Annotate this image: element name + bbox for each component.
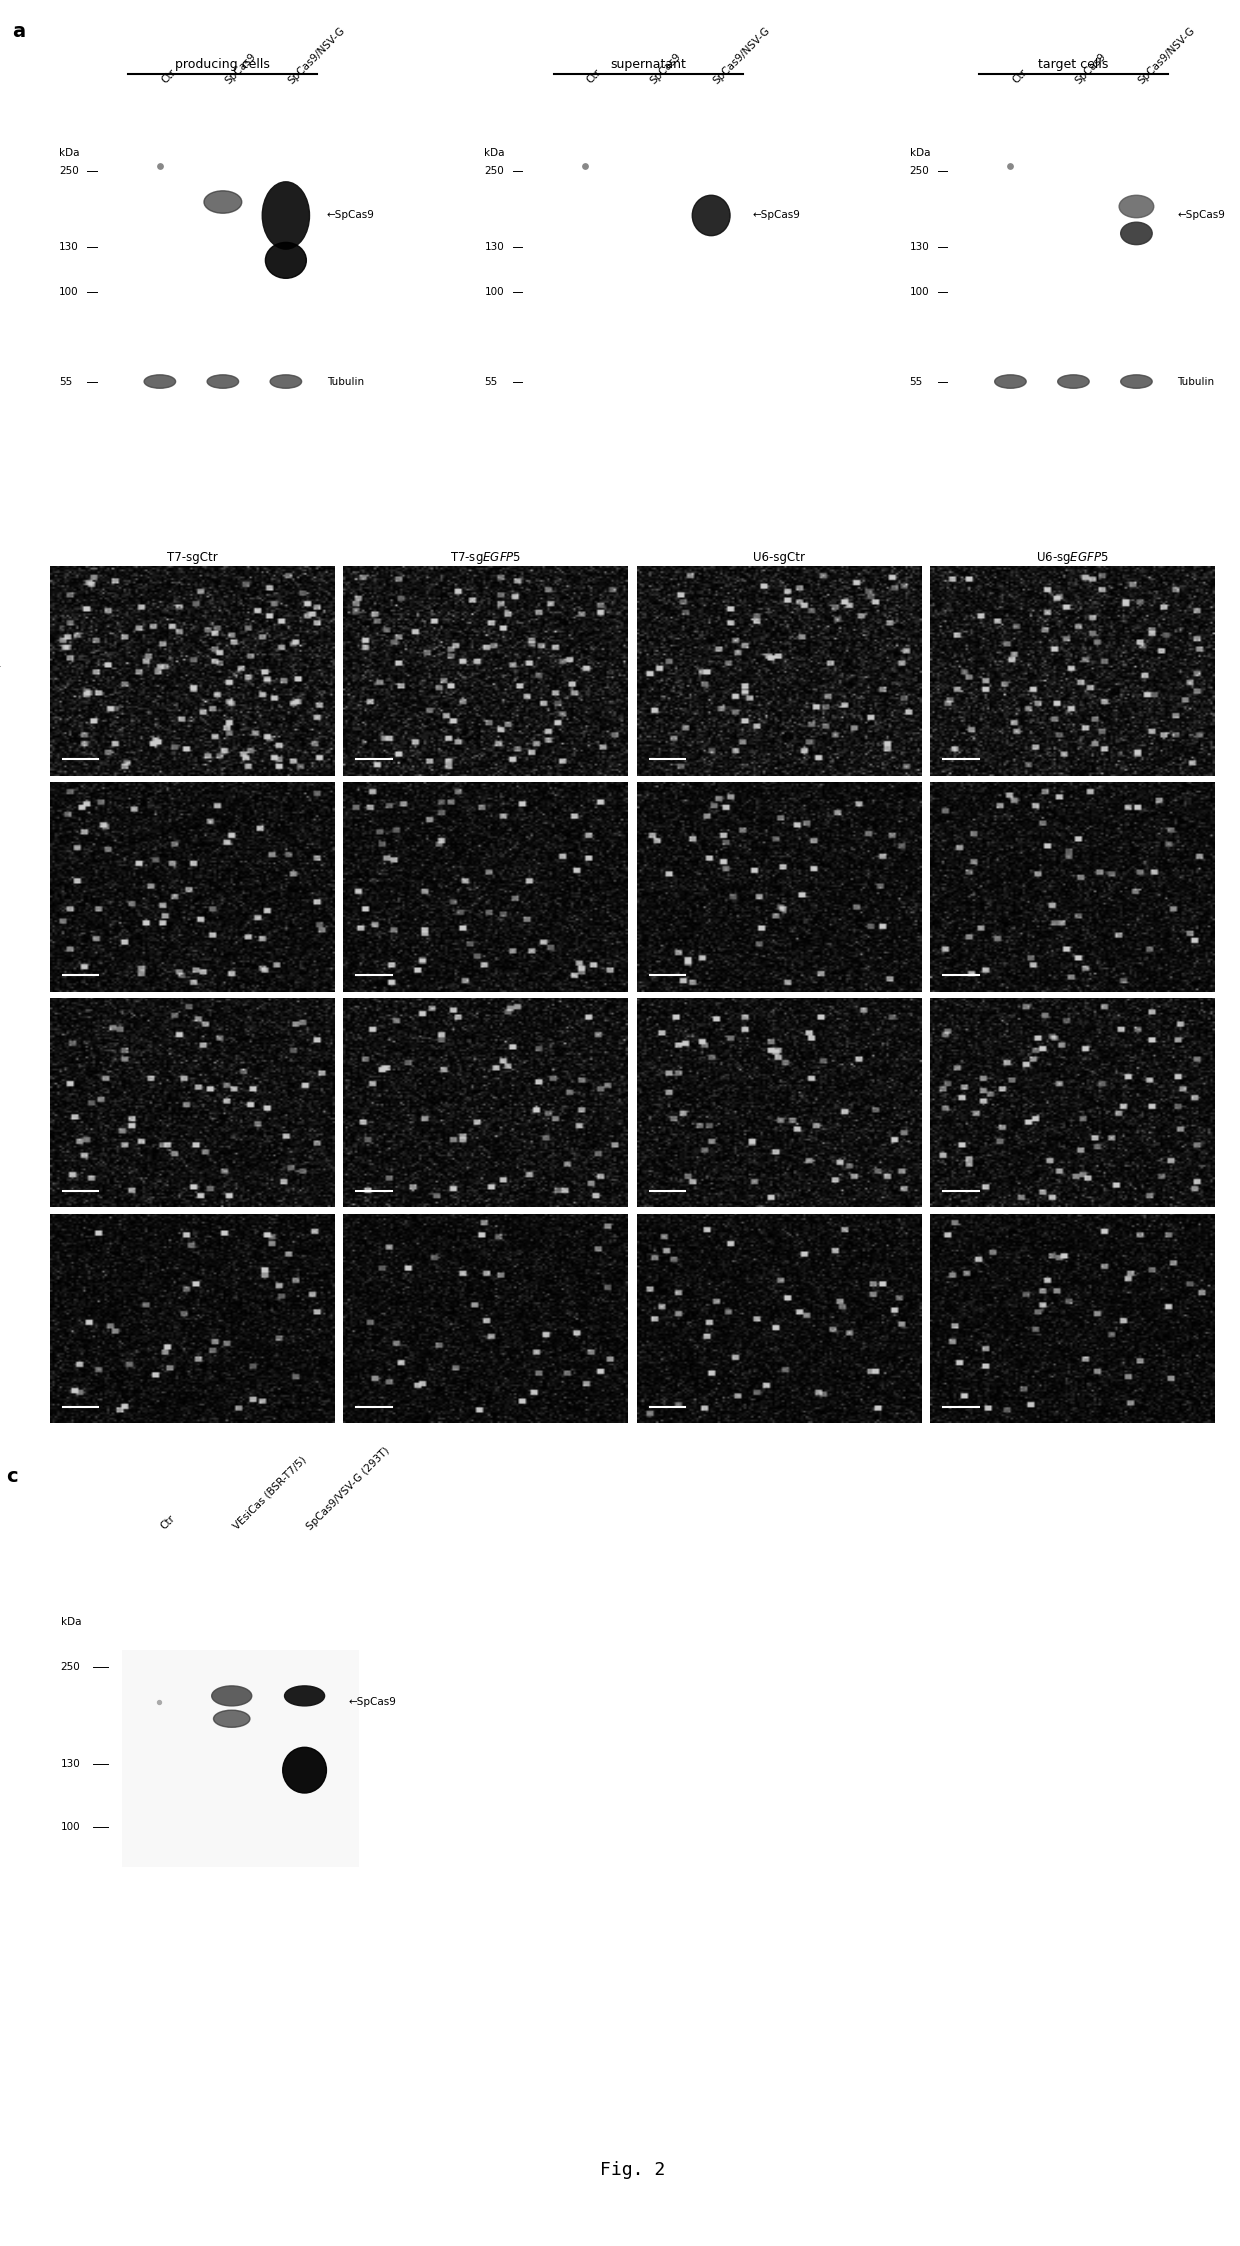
Text: 250: 250 <box>60 166 79 175</box>
Text: Ctr: Ctr <box>159 1514 177 1532</box>
Ellipse shape <box>692 195 730 236</box>
Text: SpCas9/VSV-G (293T): SpCas9/VSV-G (293T) <box>305 1444 391 1532</box>
Text: SpCas9: SpCas9 <box>223 52 258 85</box>
Text: kDa: kDa <box>485 148 505 157</box>
Point <box>150 148 170 184</box>
Text: 130: 130 <box>485 243 505 252</box>
Ellipse shape <box>283 1747 326 1792</box>
Text: SpCas9/NSV-G: SpCas9/NSV-G <box>1136 25 1197 85</box>
Title: U6-sgCtr: U6-sgCtr <box>753 550 805 564</box>
FancyBboxPatch shape <box>123 1651 360 1866</box>
Text: kDa: kDa <box>60 148 79 157</box>
Ellipse shape <box>1058 375 1089 389</box>
Text: SpCas9/NSV-G: SpCas9/NSV-G <box>286 25 346 85</box>
Text: kDa: kDa <box>910 148 930 157</box>
Ellipse shape <box>212 1687 252 1707</box>
Text: target cells: target cells <box>1038 58 1109 72</box>
Title: T7-sg$\it{EGFP5}$: T7-sg$\it{EGFP5}$ <box>450 550 521 566</box>
Text: 100: 100 <box>61 1822 81 1833</box>
Title: U6-sg$\it{EGFP5}$: U6-sg$\it{EGFP5}$ <box>1037 550 1109 566</box>
Point <box>149 1684 169 1720</box>
Ellipse shape <box>262 182 310 249</box>
Point <box>575 148 595 184</box>
Text: SpCas9: SpCas9 <box>1074 52 1109 85</box>
Text: 100: 100 <box>485 287 503 296</box>
Point <box>1001 148 1021 184</box>
Text: 250: 250 <box>61 1662 81 1673</box>
Text: 100: 100 <box>910 287 929 296</box>
Text: VEsiCas (BSR-T7/5): VEsiCas (BSR-T7/5) <box>232 1455 309 1532</box>
Ellipse shape <box>213 1709 250 1727</box>
Text: 55: 55 <box>485 377 497 386</box>
Text: ←SpCas9: ←SpCas9 <box>1178 211 1225 220</box>
Text: a: a <box>12 22 25 40</box>
Text: Ctr: Ctr <box>160 67 179 85</box>
Text: 55: 55 <box>910 377 923 386</box>
Ellipse shape <box>1121 222 1152 245</box>
Text: supernatant: supernatant <box>610 58 686 72</box>
Text: Ctr: Ctr <box>1011 67 1029 85</box>
Ellipse shape <box>144 375 176 389</box>
Text: 130: 130 <box>910 243 929 252</box>
Text: ←SpCas9: ←SpCas9 <box>327 211 374 220</box>
Text: 130: 130 <box>61 1759 81 1770</box>
Ellipse shape <box>994 375 1027 389</box>
Ellipse shape <box>265 243 306 279</box>
Text: kDa: kDa <box>61 1617 81 1626</box>
Ellipse shape <box>284 1687 325 1707</box>
Text: SpCas9: SpCas9 <box>649 52 683 85</box>
Text: Tubulin: Tubulin <box>327 377 365 386</box>
Ellipse shape <box>1120 195 1153 218</box>
Text: ←SpCas9: ←SpCas9 <box>348 1696 396 1707</box>
Text: Ctr: Ctr <box>585 67 604 85</box>
Text: 130: 130 <box>60 243 79 252</box>
Ellipse shape <box>270 375 301 389</box>
Text: producing cells: producing cells <box>175 58 270 72</box>
Text: Fig. 2: Fig. 2 <box>600 2161 665 2179</box>
Text: ←SpCas9: ←SpCas9 <box>753 211 800 220</box>
Text: SpCas9/NSV-G: SpCas9/NSV-G <box>712 25 771 85</box>
Text: 100: 100 <box>60 287 78 296</box>
Text: Tubulin: Tubulin <box>1178 377 1214 386</box>
Text: 250: 250 <box>485 166 505 175</box>
Text: c: c <box>6 1467 17 1487</box>
Title: T7-sgCtr: T7-sgCtr <box>166 550 217 564</box>
Ellipse shape <box>203 191 242 213</box>
Text: 55: 55 <box>60 377 72 386</box>
Ellipse shape <box>1121 375 1152 389</box>
Ellipse shape <box>207 375 238 389</box>
Text: 250: 250 <box>910 166 929 175</box>
